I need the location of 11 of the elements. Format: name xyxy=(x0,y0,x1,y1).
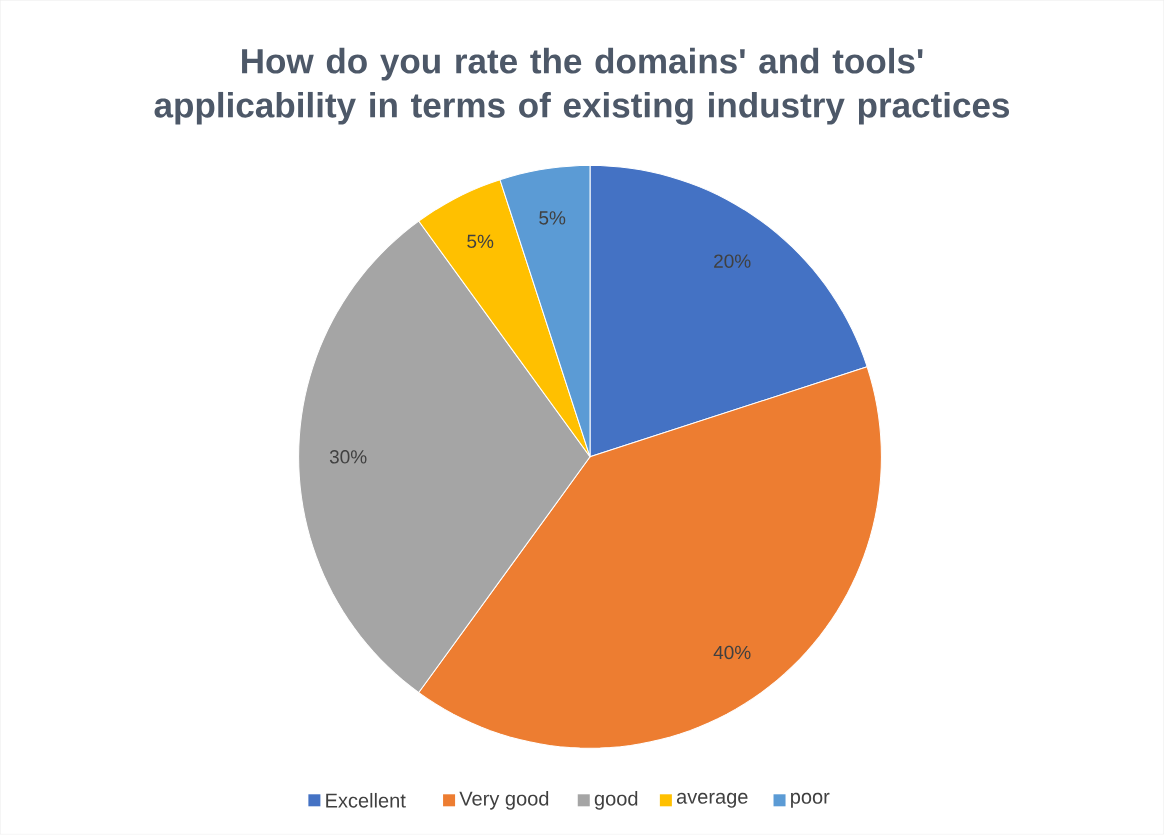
data-label: 30% xyxy=(329,450,367,464)
legend-label: Excellent xyxy=(326,793,406,808)
data-label: 5% xyxy=(539,211,566,225)
legend-label: Very good xyxy=(459,791,549,810)
data-label: 20% xyxy=(714,254,751,269)
legend-label: poor xyxy=(791,793,830,808)
data-label: 40% xyxy=(713,645,751,660)
legend-label: good xyxy=(594,791,638,810)
chart-title: How do you rate the domains' and tools' applicability in terms of existing industry practices xyxy=(154,48,1010,125)
legend-label: average xyxy=(676,793,748,808)
data-label: 5% xyxy=(467,234,494,249)
